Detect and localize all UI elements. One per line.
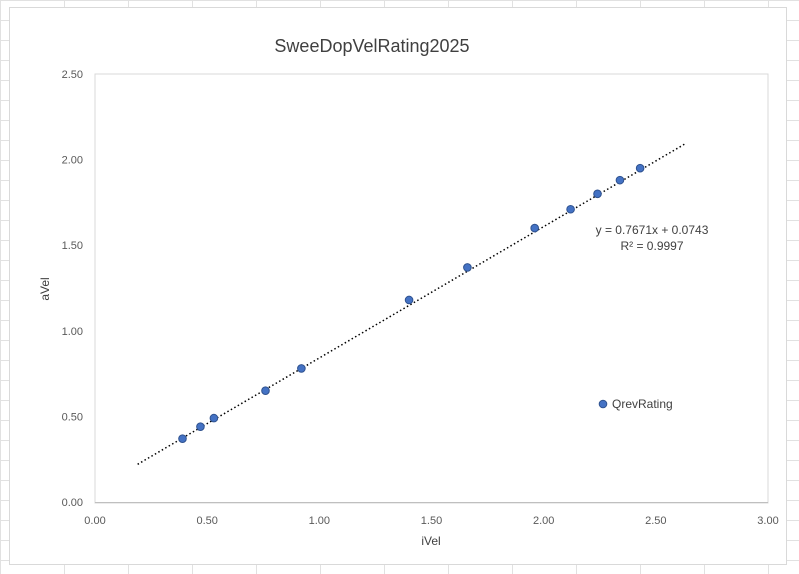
- data-point[interactable]: [261, 386, 270, 396]
- data-point[interactable]: [635, 163, 645, 173]
- y-tick-label: 1.00: [62, 326, 83, 338]
- x-tick-label: 0.00: [84, 515, 105, 527]
- data-point[interactable]: [196, 422, 205, 431]
- legend[interactable]: QrevRating: [598, 397, 673, 411]
- x-tick-label: 2.50: [645, 515, 666, 527]
- y-axis-ticks: 0.00 0.50 1.00 1.50 2.00 2.50: [62, 69, 83, 509]
- data-point[interactable]: [593, 189, 602, 199]
- data-point[interactable]: [463, 263, 472, 272]
- y-tick-label: 2.00: [62, 155, 83, 167]
- legend-label: QrevRating: [612, 397, 673, 411]
- data-point[interactable]: [615, 175, 625, 185]
- trendline-layer: [137, 143, 686, 465]
- legend-marker: [598, 399, 608, 409]
- x-tick-label: 1.00: [309, 515, 330, 527]
- y-tick-label: 1.50: [62, 240, 83, 252]
- x-tick-label: 2.00: [533, 515, 554, 527]
- x-tick-label: 0.50: [196, 515, 217, 527]
- data-point[interactable]: [404, 295, 414, 305]
- plot-area: [94, 73, 769, 504]
- x-tick-label: 1.50: [421, 515, 442, 527]
- trendline-r-squared: R² = 0.9997: [620, 239, 683, 253]
- data-point[interactable]: [178, 434, 187, 443]
- data-point[interactable]: [209, 413, 219, 423]
- y-tick-label: 0.50: [62, 411, 83, 423]
- trendline: [137, 143, 686, 465]
- x-axis-ticks: 0.00 0.50 1.00 1.50 2.00 2.50 3.00: [84, 515, 778, 527]
- data-point[interactable]: [566, 204, 575, 214]
- x-axis-title: iVel: [421, 534, 440, 548]
- chart-title: SweeDopVelRating2025: [274, 36, 469, 56]
- series-points: [178, 163, 645, 443]
- data-point[interactable]: [530, 223, 539, 233]
- data-point[interactable]: [297, 364, 306, 373]
- y-axis-title: aVel: [38, 277, 52, 300]
- y-tick-label: 2.50: [62, 69, 83, 81]
- y-tick-label: 0.00: [62, 497, 83, 509]
- trendline-equation: y = 0.7671x + 0.0743: [596, 223, 709, 237]
- x-tick-label: 3.00: [757, 515, 778, 527]
